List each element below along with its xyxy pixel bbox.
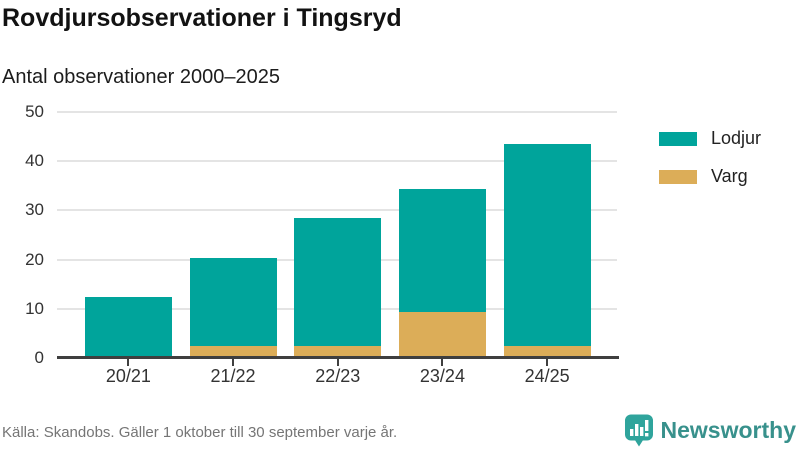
y-tick-label-40: 40 xyxy=(25,151,44,171)
bar-24-25-varg xyxy=(503,346,591,356)
y-tick-label-10: 10 xyxy=(25,298,44,318)
bar-21-22-lodjur xyxy=(189,257,277,347)
legend-item-lodjur: Lodjur xyxy=(659,128,761,149)
x-tick-label-22-23: 22/23 xyxy=(315,366,361,386)
y-tick-label-50: 50 xyxy=(25,102,44,121)
chart-legend: Lodjur Varg xyxy=(659,128,761,204)
gridline-y30 xyxy=(57,209,617,212)
newsworthy-chart-bubble-icon xyxy=(624,414,653,447)
gridline-y50 xyxy=(57,111,617,113)
bar-22-23-lodjur xyxy=(294,218,382,347)
y-tick-label-0: 0 xyxy=(34,348,44,367)
x-tick-label-21-22: 21/22 xyxy=(210,366,256,386)
legend-label-lodjur: Lodjur xyxy=(711,128,762,148)
y-tick-label-20: 20 xyxy=(25,249,44,269)
x-axis-line xyxy=(57,356,619,359)
bar-20-21-lodjur xyxy=(84,296,172,356)
newsworthy-logo: Newsworthy xyxy=(624,414,796,447)
bar-22-23-varg xyxy=(294,346,382,356)
chart-title: Rovdjursobservationer i Tingsryd xyxy=(2,4,402,32)
newsworthy-wordmark: Newsworthy xyxy=(660,417,796,443)
legend-swatch-lodjur xyxy=(659,131,697,146)
chart-subtitle: Antal observationer 2000–2025 xyxy=(2,66,280,88)
legend-swatch-varg xyxy=(659,169,697,184)
gridline-y40 xyxy=(57,160,617,163)
bar-23-24-lodjur xyxy=(398,188,486,312)
y-tick-label-30: 30 xyxy=(25,200,44,220)
x-tick-22-23 xyxy=(336,359,339,366)
bar-21-22-varg xyxy=(189,346,277,356)
source-note: Källa: Skandobs. Gäller 1 oktober till 3… xyxy=(2,424,398,441)
legend-item-varg: Varg xyxy=(659,166,761,187)
x-axis-labels: 20/21 21/22 22/23 23/24 24/25 xyxy=(57,366,617,390)
legend-label-varg: Varg xyxy=(711,166,748,186)
bar-23-24-varg xyxy=(398,311,486,356)
plot-area xyxy=(57,111,619,366)
bar-24-25-lodjur xyxy=(503,144,591,347)
x-tick-23-24 xyxy=(441,359,444,366)
x-tick-label-23-24: 23/24 xyxy=(419,366,465,386)
x-tick-label-24-25: 24/25 xyxy=(524,366,570,386)
x-tick-20-21 xyxy=(127,359,130,366)
x-tick-label-20-21: 20/21 xyxy=(105,366,151,386)
y-axis-labels: 0 10 20 30 40 50 xyxy=(0,103,44,367)
x-tick-24-25 xyxy=(546,359,549,366)
x-tick-21-22 xyxy=(232,359,235,366)
